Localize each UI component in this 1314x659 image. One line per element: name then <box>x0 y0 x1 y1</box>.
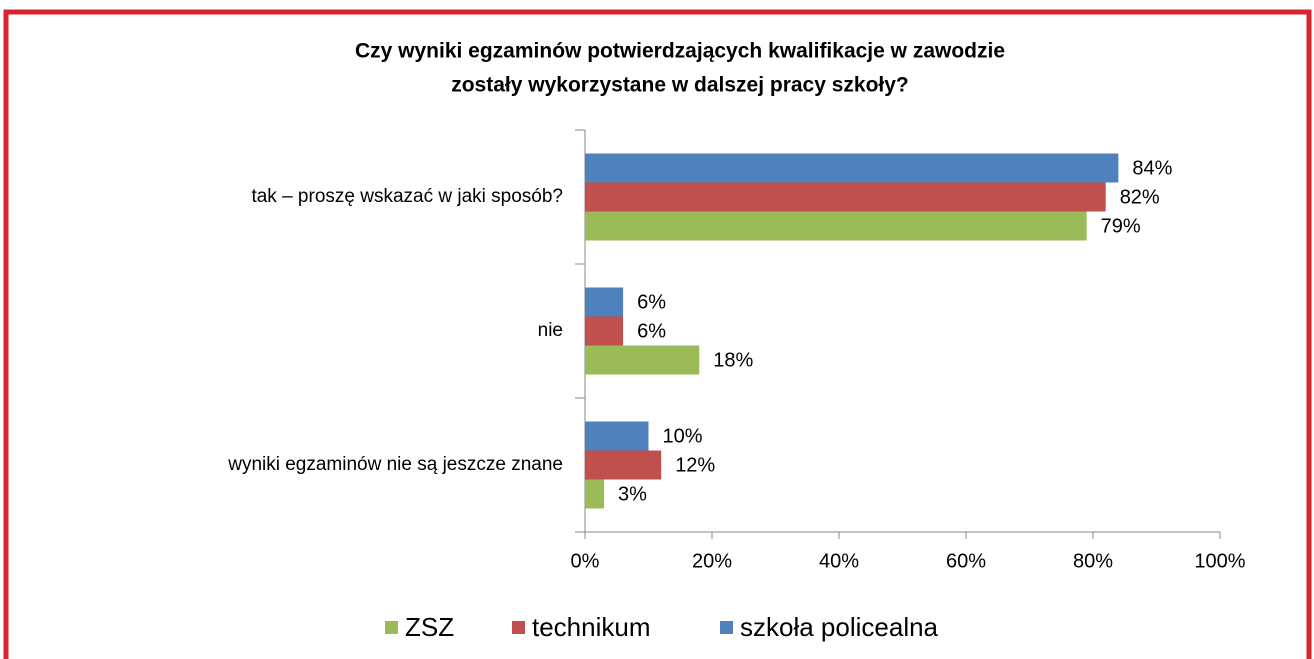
bar <box>585 287 624 317</box>
value-label: 18% <box>713 349 753 371</box>
y-tick-label: wyniki egzaminów nie są jeszcze znane <box>227 454 563 475</box>
bar <box>585 182 1106 212</box>
legend-label: ZSZ <box>405 612 454 642</box>
bar <box>585 345 700 375</box>
value-label: 82% <box>1120 186 1160 208</box>
x-tick-label: 40% <box>819 550 859 572</box>
value-label: 10% <box>663 425 703 447</box>
y-tick-label: tak – proszę wskazać w jaki sposób? <box>251 186 563 207</box>
x-tick-label: 100% <box>1194 550 1245 572</box>
chart-title: zostały wykorzystane w dalszej pracy szk… <box>451 74 909 97</box>
legend-swatch <box>720 621 733 634</box>
x-tick-label: 60% <box>946 550 986 572</box>
bar <box>585 450 662 480</box>
x-tick-label: 0% <box>571 550 600 572</box>
value-label: 84% <box>1132 157 1172 179</box>
bar <box>585 421 649 451</box>
legend-swatch <box>512 621 525 634</box>
value-label: 79% <box>1101 215 1141 237</box>
legend-label: szkoła policealna <box>740 612 939 642</box>
value-label: 6% <box>637 291 666 313</box>
value-label: 3% <box>618 483 647 505</box>
frame <box>3 9 1312 659</box>
value-label: 12% <box>675 454 715 476</box>
bar <box>585 316 624 346</box>
x-tick-label: 80% <box>1073 550 1113 572</box>
y-tick-label: nie <box>538 320 563 341</box>
legend-swatch <box>385 621 398 634</box>
value-label: 6% <box>637 320 666 342</box>
chart-title: Czy wyniki egzaminów potwierdzających kw… <box>355 40 1005 63</box>
x-tick-label: 20% <box>692 550 732 572</box>
bar <box>585 479 605 509</box>
bar <box>585 153 1119 183</box>
bar <box>585 211 1087 241</box>
legend-label: technikum <box>532 612 651 642</box>
